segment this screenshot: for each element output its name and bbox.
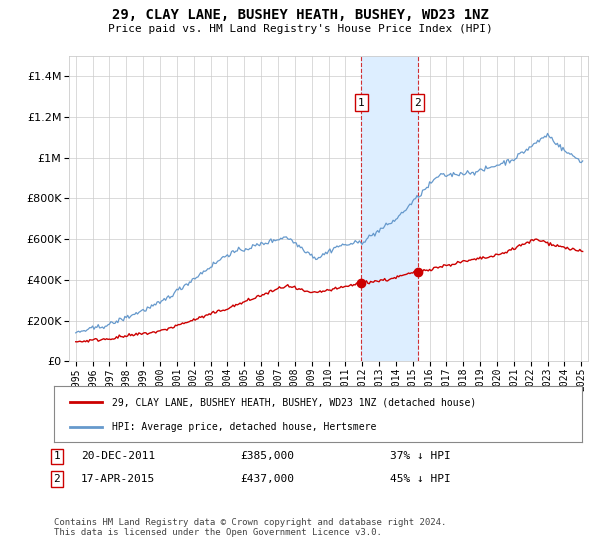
Text: HPI: Average price, detached house, Hertsmere: HPI: Average price, detached house, Hert…	[112, 422, 376, 432]
Text: Price paid vs. HM Land Registry's House Price Index (HPI): Price paid vs. HM Land Registry's House …	[107, 24, 493, 34]
Text: 29, CLAY LANE, BUSHEY HEATH, BUSHEY, WD23 1NZ (detached house): 29, CLAY LANE, BUSHEY HEATH, BUSHEY, WD2…	[112, 397, 476, 407]
Bar	[361, 56, 418, 361]
Text: 29, CLAY LANE, BUSHEY HEATH, BUSHEY, WD23 1NZ: 29, CLAY LANE, BUSHEY HEATH, BUSHEY, WD2…	[112, 8, 488, 22]
Text: £437,000: £437,000	[240, 474, 294, 484]
Text: Contains HM Land Registry data © Crown copyright and database right 2024.
This d: Contains HM Land Registry data © Crown c…	[54, 518, 446, 538]
Text: 2: 2	[414, 98, 421, 108]
Text: 1: 1	[53, 451, 61, 461]
Text: 1: 1	[358, 98, 365, 108]
Text: 20-DEC-2011: 20-DEC-2011	[81, 451, 155, 461]
Text: 45% ↓ HPI: 45% ↓ HPI	[390, 474, 451, 484]
Text: 17-APR-2015: 17-APR-2015	[81, 474, 155, 484]
Text: £385,000: £385,000	[240, 451, 294, 461]
Text: 2: 2	[53, 474, 61, 484]
Text: 37% ↓ HPI: 37% ↓ HPI	[390, 451, 451, 461]
